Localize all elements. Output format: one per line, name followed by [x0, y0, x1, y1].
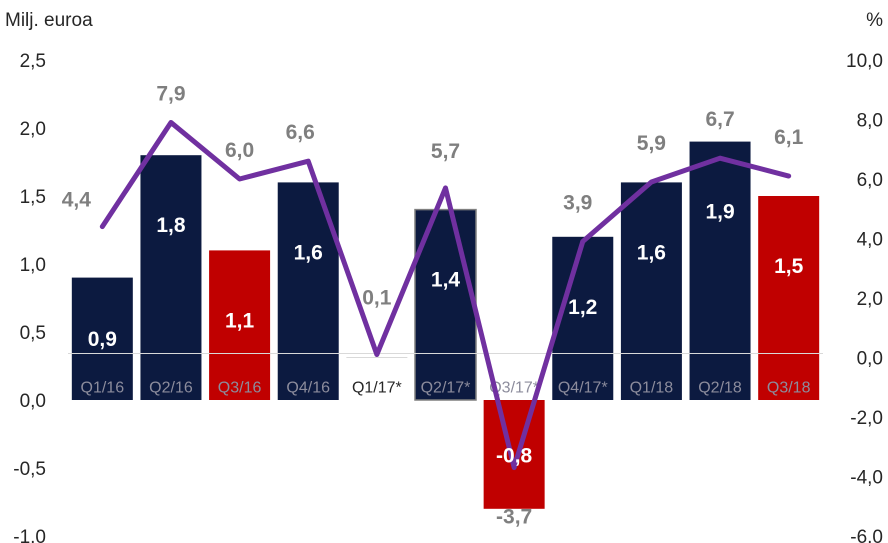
bar-value-label-5: 1,4: [431, 269, 461, 292]
category-label-2: Q3/16: [218, 380, 262, 397]
right-tick-label-7: 8,0: [857, 111, 883, 132]
left-tick-label-0: -1,0: [13, 527, 46, 543]
bar-8: [620, 182, 682, 400]
category-label-5: Q2/17*: [421, 380, 471, 397]
category-label-7: Q4/17*: [558, 380, 608, 397]
category-label-3: Q4/16: [286, 380, 330, 397]
left-tick-label-4: 1,0: [20, 255, 46, 276]
bar-7: [552, 236, 614, 400]
left-axis-ticks: -1,0 -0,5 0,0 0,5 1,0 1,5 2,0 2,5: [13, 51, 46, 543]
line-value-label-8: 5,9: [637, 132, 666, 155]
bar-value-label-1: 1,8: [156, 214, 186, 237]
line-value-labels: 4,4 7,9 6,0 6,6 0,1 5,7 -3,7 3,9 5,9 6,7 6,1: [62, 82, 804, 528]
bar-0: [71, 277, 133, 400]
right-tick-label-0: -6,0: [850, 527, 883, 543]
right-tick-label-5: 4,0: [857, 230, 883, 251]
bar-value-label-2: 1,1: [225, 309, 255, 332]
right-tick-label-1: -4,0: [850, 468, 883, 489]
bar-1: [140, 155, 202, 400]
bar-6: [483, 400, 545, 509]
category-label-1: Q2/16: [149, 380, 193, 397]
left-tick-label-3: 0,5: [20, 323, 46, 344]
bar-10: [758, 196, 820, 400]
line-value-label-9: 6,7: [705, 108, 734, 131]
category-label-9: Q2/18: [698, 380, 742, 397]
bar-value-label-10: 1,5: [774, 255, 804, 278]
line-value-label-5: 5,7: [431, 140, 460, 163]
right-axis-ticks: -6,0 -4,0 -2,0 0,0 2,0 4,0 6,0 8,0 10,0: [846, 51, 883, 543]
left-tick-label-6: 2,0: [20, 119, 46, 140]
line-value-label-3: 6,6: [286, 121, 315, 144]
category-labels: Q1/16 Q2/16 Q3/16 Q4/16 Q1/17* Q2/17* Q3/17* Q4…: [68, 353, 823, 397]
left-tick-label-1: -0,5: [13, 459, 46, 480]
left-tick-label-5: 1,5: [20, 187, 46, 208]
line-value-label-1: 7,9: [156, 82, 185, 105]
line-value-label-4: 0,1: [362, 287, 392, 310]
right-tick-label-2: -2,0: [850, 408, 883, 429]
bar-value-label-9: 1,9: [705, 201, 734, 224]
line-value-label-10: 6,1: [774, 126, 804, 149]
bar-empty: [346, 357, 408, 358]
left-axis-title: Milj. euroa: [5, 10, 93, 31]
bar-value-label-8: 1,6: [637, 241, 666, 264]
line-value-label-0: 4,4: [62, 189, 92, 212]
bar-value-label-3: 1,6: [294, 241, 323, 264]
left-tick-label-7: 2,5: [20, 51, 46, 72]
right-tick-label-4: 2,0: [857, 289, 883, 310]
category-label-0: Q1/16: [81, 380, 125, 397]
bar-value-labels: 0,9 1,8 1,1 1,6 1,4 -0,8 1,2 1,6 1,9 1,5: [88, 201, 804, 468]
line-value-label-6: -3,7: [496, 506, 532, 529]
bar-2: [209, 250, 271, 400]
right-tick-label-6: 6,0: [857, 170, 883, 191]
category-label-8: Q1/18: [630, 380, 674, 397]
category-label-10: Q3/18: [767, 380, 811, 397]
bar-value-label-7: 1,2: [568, 296, 597, 319]
line-value-label-2: 6,0: [225, 139, 254, 162]
category-label-4: Q1/17*: [352, 380, 402, 397]
bar-value-label-6: -0,8: [496, 444, 533, 467]
right-tick-label-8: 10,0: [846, 51, 883, 72]
bar-value-label-0: 0,9: [88, 328, 117, 351]
right-tick-label-3: 0,0: [857, 349, 883, 370]
line-value-label-7: 3,9: [563, 191, 592, 214]
left-tick-label-2: 0,0: [20, 391, 46, 412]
bar-9: [689, 141, 751, 400]
right-axis-title: %: [866, 10, 883, 31]
category-label-6: Q3/17*: [489, 380, 539, 397]
line-series: [99, 119, 792, 471]
